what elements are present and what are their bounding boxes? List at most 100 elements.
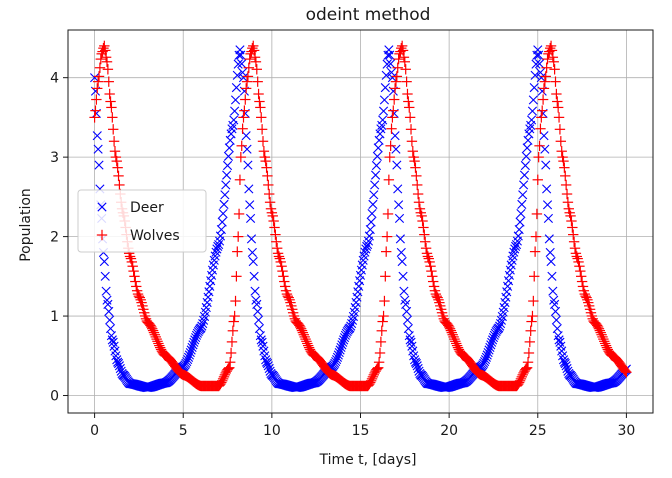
deer-point xyxy=(262,358,273,369)
deer-point xyxy=(222,170,232,180)
deer-point xyxy=(382,59,392,69)
wolves-point xyxy=(152,336,163,347)
deer-point xyxy=(544,234,554,244)
deer-point xyxy=(245,200,255,210)
wolves-point xyxy=(242,71,254,82)
wolves-point xyxy=(561,188,573,200)
deer-point xyxy=(376,124,386,134)
wolves-point xyxy=(114,179,125,191)
wolves-point xyxy=(248,45,260,56)
deer-point xyxy=(221,180,231,190)
wolves-point xyxy=(398,52,410,63)
wolves-point xyxy=(301,336,312,347)
deer-point xyxy=(210,251,220,261)
deer-point xyxy=(263,361,273,371)
wolves-point xyxy=(577,281,589,292)
wolves-point xyxy=(397,45,409,56)
deer-point xyxy=(220,190,230,200)
wolves-point xyxy=(293,318,304,330)
wolves-point xyxy=(124,251,136,262)
wolves-point xyxy=(270,229,281,240)
wolves-point xyxy=(106,102,117,113)
wolves-point xyxy=(526,316,537,327)
wolves-point xyxy=(555,136,567,147)
deer-point xyxy=(495,321,505,331)
wolves-point xyxy=(150,331,161,343)
wolves-point xyxy=(620,366,631,377)
wolves-point xyxy=(573,256,584,268)
wolves-point xyxy=(595,327,606,338)
wolves-point xyxy=(594,325,606,336)
wolves-point xyxy=(107,112,118,123)
deer-point xyxy=(542,200,553,210)
wolves-point xyxy=(399,56,411,67)
wolves-point xyxy=(539,76,551,87)
deer-point xyxy=(550,306,561,317)
wolves-point xyxy=(100,45,111,56)
x-tick-label: 0 xyxy=(90,423,99,439)
wolves-point xyxy=(134,292,145,303)
deer-point xyxy=(219,199,229,209)
wolves-point xyxy=(522,357,534,368)
wolves-point xyxy=(403,96,414,107)
deer-point xyxy=(362,241,372,251)
deer-point xyxy=(516,208,526,219)
wolves-point xyxy=(269,222,280,233)
deer-point xyxy=(216,224,226,235)
deer-point xyxy=(483,347,493,358)
deer-point xyxy=(541,160,551,170)
deer-point xyxy=(485,342,495,353)
wolves-point xyxy=(581,292,592,303)
wolves-point xyxy=(382,208,394,220)
wolves-point xyxy=(129,271,140,282)
wolves-point xyxy=(99,40,110,52)
wolves-point xyxy=(536,112,547,123)
wolves-point xyxy=(420,236,431,247)
deer-point xyxy=(198,318,208,329)
wolves-point xyxy=(576,276,588,287)
wolves-point xyxy=(405,124,417,135)
wolves-point xyxy=(243,62,255,73)
wolves-point xyxy=(566,215,577,227)
deer-point xyxy=(412,361,422,371)
deer-point xyxy=(188,340,198,350)
deer-point xyxy=(371,160,382,171)
deer-point xyxy=(396,247,406,258)
wolves-point xyxy=(521,363,532,374)
deer-point xyxy=(253,315,264,325)
deer-point xyxy=(520,160,530,171)
wolves-point xyxy=(374,347,386,359)
deer-point xyxy=(213,241,223,251)
wolves-point xyxy=(598,333,609,345)
deer-point xyxy=(370,180,380,190)
deer-point xyxy=(94,160,104,170)
wolves-point xyxy=(534,140,545,152)
deer-point xyxy=(394,213,405,223)
deer-point xyxy=(232,70,242,80)
wolves-point xyxy=(223,363,234,374)
deer-point xyxy=(539,131,549,141)
wolves-point xyxy=(409,155,420,167)
deer-point xyxy=(253,306,263,317)
wolves-point xyxy=(268,215,279,227)
wolves-point xyxy=(569,243,581,254)
deer-point xyxy=(366,217,376,227)
wolves-point xyxy=(284,294,295,306)
wolves-point xyxy=(264,197,276,208)
wolves-point xyxy=(533,151,544,163)
deer-point xyxy=(214,239,224,250)
deer-point xyxy=(487,337,497,347)
wolves-point xyxy=(135,294,146,306)
wolves-point xyxy=(560,170,571,182)
deer-point xyxy=(528,95,538,105)
wolves-point xyxy=(551,88,562,100)
wolves-point xyxy=(148,327,160,338)
wolves-point xyxy=(523,347,535,359)
wolves-point xyxy=(112,162,123,173)
legend-marker-deer xyxy=(97,202,107,212)
deer-point xyxy=(184,350,195,360)
wolves-point xyxy=(89,112,100,123)
deer-point xyxy=(363,239,373,250)
deer-point xyxy=(99,256,109,267)
wolves-point xyxy=(549,64,560,75)
